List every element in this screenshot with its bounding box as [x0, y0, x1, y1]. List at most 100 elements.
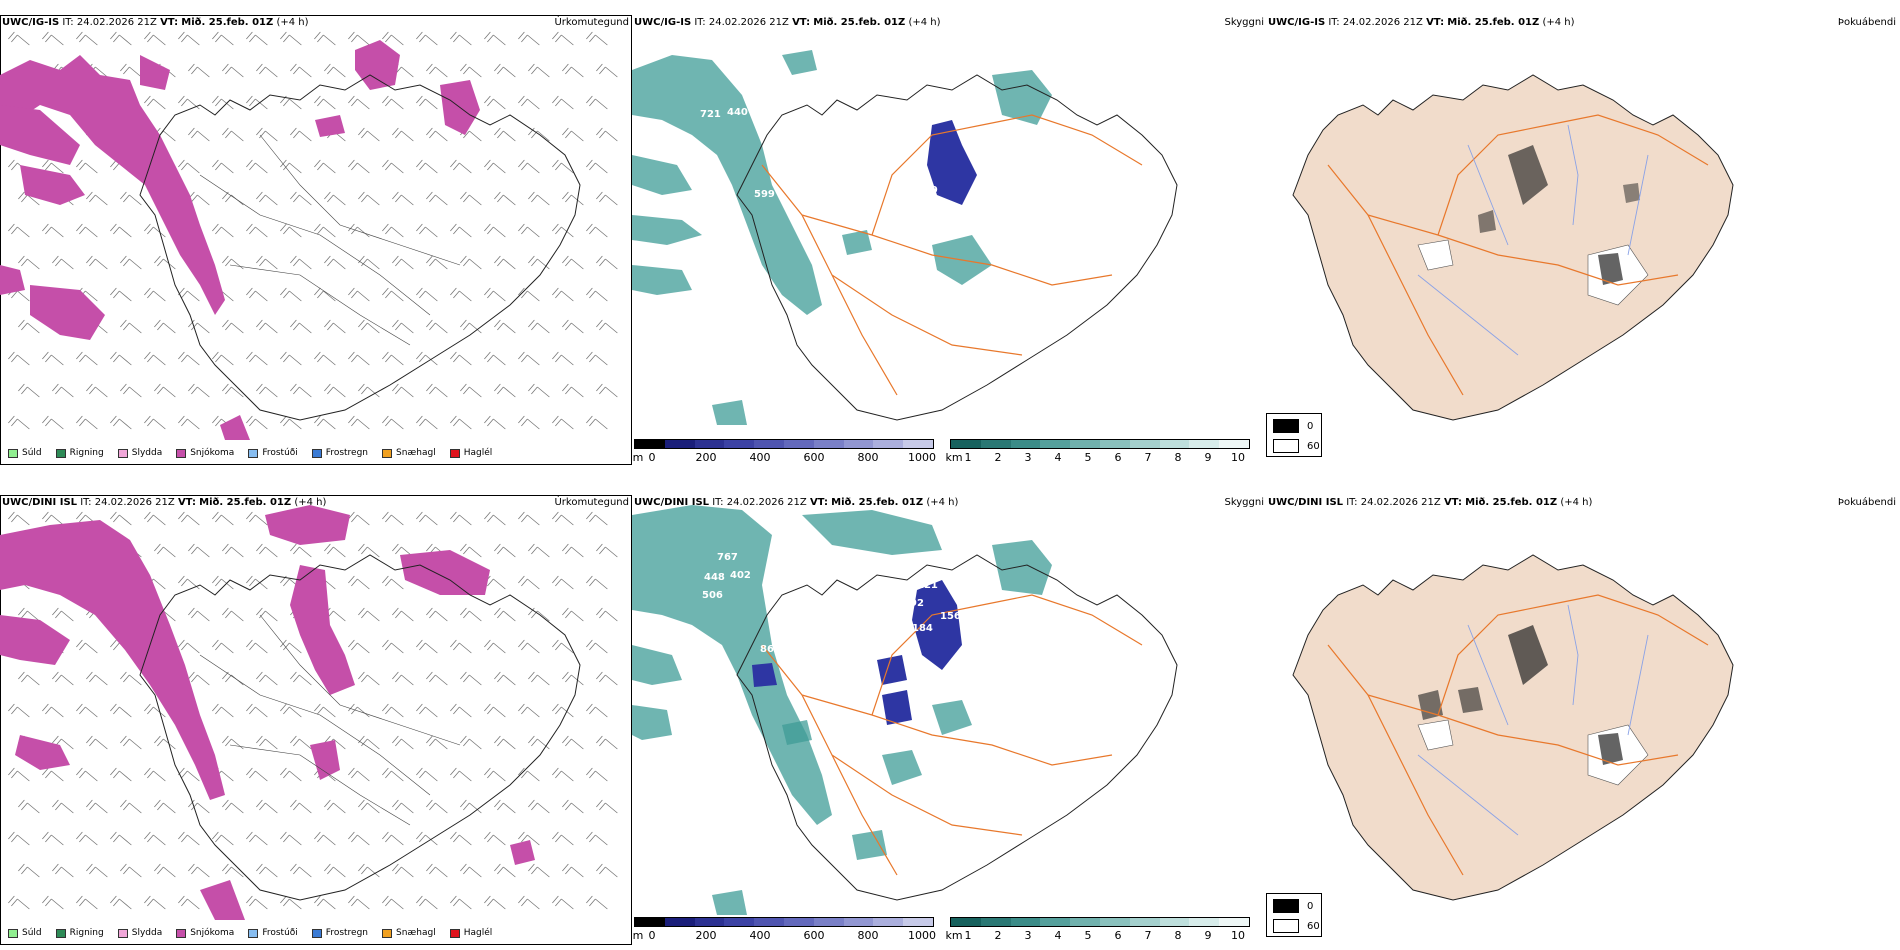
- wind-barb: [18, 799, 40, 814]
- wind-barb: [552, 415, 574, 430]
- colorbar-segment: [903, 440, 933, 448]
- wind-barb: [222, 383, 244, 398]
- wind-barb: [222, 671, 244, 686]
- wind-barb: [76, 351, 98, 366]
- wind-barb: [18, 319, 40, 334]
- precip-type-label: Úrkomutegund: [554, 17, 629, 28]
- legend-label: Haglél: [463, 448, 493, 458]
- wind-barb: [8, 831, 30, 846]
- cloud-ceiling-labels: 721 440 599 79 86 159 34 28: [700, 107, 1058, 223]
- wind-barb: [484, 287, 506, 302]
- wind-barb: [348, 831, 370, 846]
- precip-legend-item: Frostregn: [311, 448, 368, 458]
- wind-barb: [586, 351, 608, 366]
- wind-barb: [450, 159, 472, 174]
- colorbar-segment: [813, 918, 844, 926]
- colorbar-segment: [635, 918, 665, 926]
- colorbar-tick: 800: [857, 451, 879, 464]
- wind-barb: [392, 255, 414, 270]
- wind-barb: [256, 255, 278, 270]
- wind-barb: [144, 415, 166, 430]
- colorbar-segment: [873, 918, 904, 926]
- precip-map: [0, 505, 618, 920]
- wind-barb: [178, 415, 200, 430]
- wind-barb: [494, 671, 516, 686]
- wind-barb: [188, 799, 210, 814]
- wind-barb: [212, 511, 234, 526]
- wind-barb: [178, 639, 200, 654]
- precip-legend: Súld Rigning Slydda Snjókoma Frostúði Frostre…: [8, 445, 492, 461]
- colorbar-segment: [1099, 918, 1130, 926]
- wind-barb: [314, 895, 336, 910]
- wind-barb: [518, 31, 540, 46]
- wind-barb: [382, 639, 404, 654]
- wind-barb: [450, 703, 472, 718]
- iceland-fog-fill: [1292, 74, 1734, 421]
- wind-barb: [416, 703, 438, 718]
- wind-barb: [416, 639, 438, 654]
- wind-barb: [562, 383, 584, 398]
- wind-barbs: [8, 511, 618, 910]
- wind-barb: [416, 895, 438, 910]
- wind-barb: [76, 31, 98, 46]
- wind-barb: [426, 671, 448, 686]
- map-frame: [0, 15, 632, 465]
- precip-legend-item: Rigning: [55, 448, 104, 458]
- wind-barb: [120, 863, 142, 878]
- legend-swatch: [8, 928, 18, 938]
- wind-barb: [110, 831, 132, 846]
- wind-barb: [86, 191, 108, 206]
- wind-barb: [460, 799, 482, 814]
- ceiling-ticks: m 0 200 400 600 800 1000: [633, 929, 936, 943]
- ceiling-ticks: m 0 200 400 600 800 1000: [633, 451, 936, 465]
- wind-barb: [76, 767, 98, 782]
- colorbar-tick: 800: [857, 929, 879, 942]
- colorbar-tick: 0: [648, 451, 656, 464]
- wind-barb: [188, 127, 210, 142]
- wind-barb: [76, 831, 98, 846]
- wind-barb: [450, 415, 472, 430]
- wind-barb: [348, 159, 370, 174]
- wind-barb: [76, 223, 98, 238]
- wind-barb: [382, 31, 404, 46]
- fog-swatch: [1273, 419, 1299, 433]
- iceland-outline: [736, 74, 1178, 421]
- wind-barb: [528, 255, 550, 270]
- visibility-map: 721 440 599 79 86 159 34 28: [632, 50, 1178, 425]
- fog-legend-row2: 0 60: [1266, 893, 1322, 937]
- wind-barb: [144, 31, 166, 46]
- colorbar-segment: [1040, 440, 1071, 448]
- wind-barb: [586, 831, 608, 846]
- rivers: [1417, 604, 1649, 836]
- colorbar-tick: 8: [1174, 929, 1182, 942]
- wind-barb: [416, 511, 438, 526]
- wind-barb: [246, 159, 268, 174]
- colorbar-segment: [664, 918, 695, 926]
- wind-barb: [256, 319, 278, 334]
- wind-barb: [562, 319, 584, 334]
- precip-legend-item: Frostúði: [248, 448, 298, 458]
- colorbar-tick: 200: [695, 451, 717, 464]
- wind-barb: [358, 863, 380, 878]
- cloud-ceiling-label: 28: [1027, 212, 1041, 223]
- colorbar-tick: 6: [1114, 451, 1122, 464]
- cloud-ceiling-label: 721: [700, 109, 721, 120]
- wind-barb: [8, 351, 30, 366]
- wind-barb: [586, 767, 608, 782]
- wind-barb: [382, 511, 404, 526]
- wind-barb: [416, 287, 438, 302]
- wind-barb: [42, 703, 64, 718]
- wind-barb: [110, 351, 132, 366]
- wind-barb: [382, 159, 404, 174]
- wind-barb: [144, 223, 166, 238]
- colorbar-segment: [1189, 918, 1220, 926]
- wind-barb: [280, 95, 302, 110]
- wind-barb: [528, 543, 550, 558]
- wind-barb: [460, 63, 482, 78]
- precip-legend: Súld Rigning Slydda Snjókoma Frostúði Frostre…: [8, 925, 492, 941]
- colorbar-unit: km: [945, 929, 963, 942]
- wind-barb: [494, 63, 516, 78]
- fog-legend-item: 0: [1273, 899, 1313, 913]
- wind-barb: [416, 223, 438, 238]
- legend-label: Snjókoma: [190, 928, 235, 938]
